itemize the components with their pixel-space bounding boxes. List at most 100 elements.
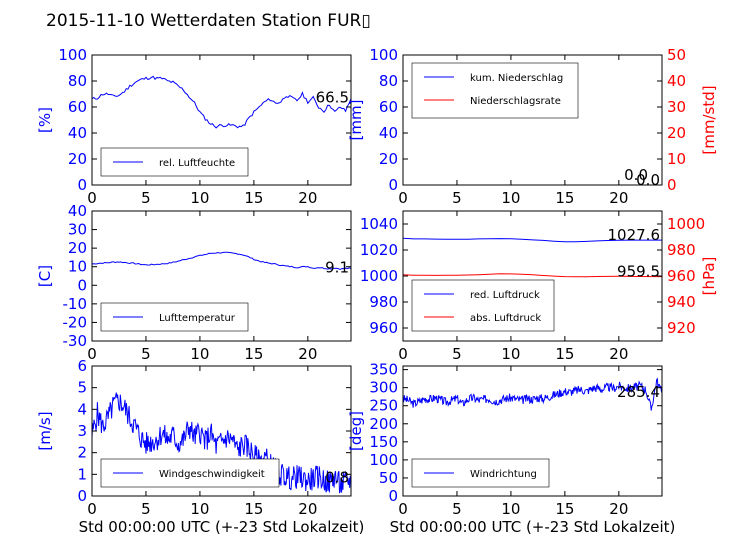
legend: Windrichtung [411,458,550,488]
plot-frame [91,54,352,186]
x-tick-label: 5 [141,345,151,363]
legend: Windgeschwindigkeit [100,458,280,488]
y-tick-label: 200 [369,415,398,433]
x-tick-label: 10 [501,500,520,518]
x-tick-label: 15 [555,345,574,363]
y-right-axis-label: [mm/std] [700,85,718,154]
y-tick-label: -20 [63,313,88,331]
legend-entry: kum. Niederschlag [470,73,563,84]
y-right-tick-label: 40 [667,72,686,90]
last-value-label: 285.4 [617,383,660,401]
x-tick-label: 15 [244,189,263,207]
plot-frame [402,365,663,497]
y-tick-label: 50 [379,469,398,487]
legend-entry: red. Luftdruck [470,290,540,301]
x-tick-label: 15 [244,345,263,363]
y-tick-label: 80 [68,72,87,90]
y-right-tick-label: 30 [667,98,686,116]
series-line-abs-luftdruck [402,273,662,278]
x-tick-label: 0 [398,189,408,207]
x-tick-label: 5 [141,189,151,207]
y-tick-label: 1000 [360,267,398,285]
x-tick-label: 20 [609,345,628,363]
y-tick-label: 100 [369,46,398,64]
y-tick-label: 1 [77,465,87,483]
x-tick-label: 20 [298,500,317,518]
y-tick-label: 100 [369,451,398,469]
y-tick-label: 150 [369,433,398,451]
y-right-tick-label: 10 [667,150,686,168]
y-axis-label: [deg] [347,411,365,451]
x-tick-label: 5 [452,189,462,207]
last-value-label-2: 959.5 [617,263,660,281]
y-tick-label: 4 [77,400,87,418]
y-tick-label: 30 [68,221,87,239]
y-tick-label: -30 [63,332,88,350]
legend-entry: abs. Luftdruck [470,313,541,324]
y-right-tick-label: 960 [667,267,696,285]
y-tick-label: 0 [388,487,398,505]
x-tick-label: 0 [87,189,97,207]
last-value-label: 0.8 [325,469,349,487]
x-tick-label: 0 [398,500,408,518]
legend: rel. Luftfeuchte [100,147,249,177]
legend: kum. Niederschlag Niederschlagsrate [411,62,579,119]
x-tick-label: 5 [452,500,462,518]
y-tick-label: 0 [77,176,87,194]
x-tick-label: 15 [244,500,263,518]
y-tick-label: 10 [68,258,87,276]
panel-pressure: 0 5 10 15 20 960 980 1000 1020 1040 920 940 960 980 10… [360,210,718,363]
x-tick-label: 20 [298,189,317,207]
y-right-tick-label: 20 [667,124,686,142]
x-tick-label: 10 [190,500,209,518]
x-axis-label: Std 00:00:00 UTC (+-23 Std Lokalzeit) [390,518,676,536]
y-tick-label: 40 [68,202,87,220]
last-value-label: 66.5 [316,89,349,107]
x-tick-label: 10 [501,189,520,207]
x-tick-label: 0 [87,345,97,363]
y-tick-label: 960 [369,319,398,337]
y-tick-label: 250 [369,397,398,415]
y-tick-label: 5 [77,379,87,397]
series-line-rel-luftfeuchte [91,75,352,129]
last-value-label: 0.0 [636,171,660,189]
series-line-lufttemperatur [91,251,352,271]
panel-precip: 0 5 10 15 20 0 20 40 60 80 100 0 10 20 30 40 50 [mm] [mm/s… [347,46,718,207]
y-right-tick-label: 920 [667,319,696,337]
y-tick-label: 0 [77,276,87,294]
series-line-windrichtung [402,377,663,411]
legend-entry: Windrichtung [470,469,537,480]
y-tick-label: 0 [77,487,87,505]
y-right-tick-label: 50 [667,46,686,64]
y-tick-label: 40 [68,124,87,142]
y-tick-label: 6 [77,357,87,375]
last-value-label-2: 0.0 [624,166,648,184]
x-tick-label: 15 [555,189,574,207]
y-right-tick-label: 980 [667,241,696,259]
x-tick-label: 20 [609,189,628,207]
y-tick-label: 60 [68,98,87,116]
legend-entry: Lufttemperatur [159,313,236,324]
y-tick-label: 2 [77,444,87,462]
y-tick-label: 20 [68,239,87,257]
y-axis-label: [m/s] [36,411,54,450]
y-tick-label: 40 [379,124,398,142]
y-tick-label: -10 [63,295,88,313]
y-axis-label: [mm] [347,100,365,141]
x-tick-label: 10 [190,189,209,207]
y-right-tick-label: 940 [667,293,696,311]
x-tick-label: 10 [190,345,209,363]
x-tick-label: 20 [298,345,317,363]
legend-box [411,62,579,119]
figure-title: 2015-11-10 Wetterdaten Station FUR▯ [46,11,371,31]
plot-frame [402,54,663,186]
x-tick-label: 20 [609,500,628,518]
y-tick-label: 60 [379,98,398,116]
y-axis-label: [%] [36,107,54,133]
x-tick-label: 5 [141,500,151,518]
series-line-windgeschwindigkeit [91,392,352,494]
legend-entry: Niederschlagsrate [470,96,561,107]
